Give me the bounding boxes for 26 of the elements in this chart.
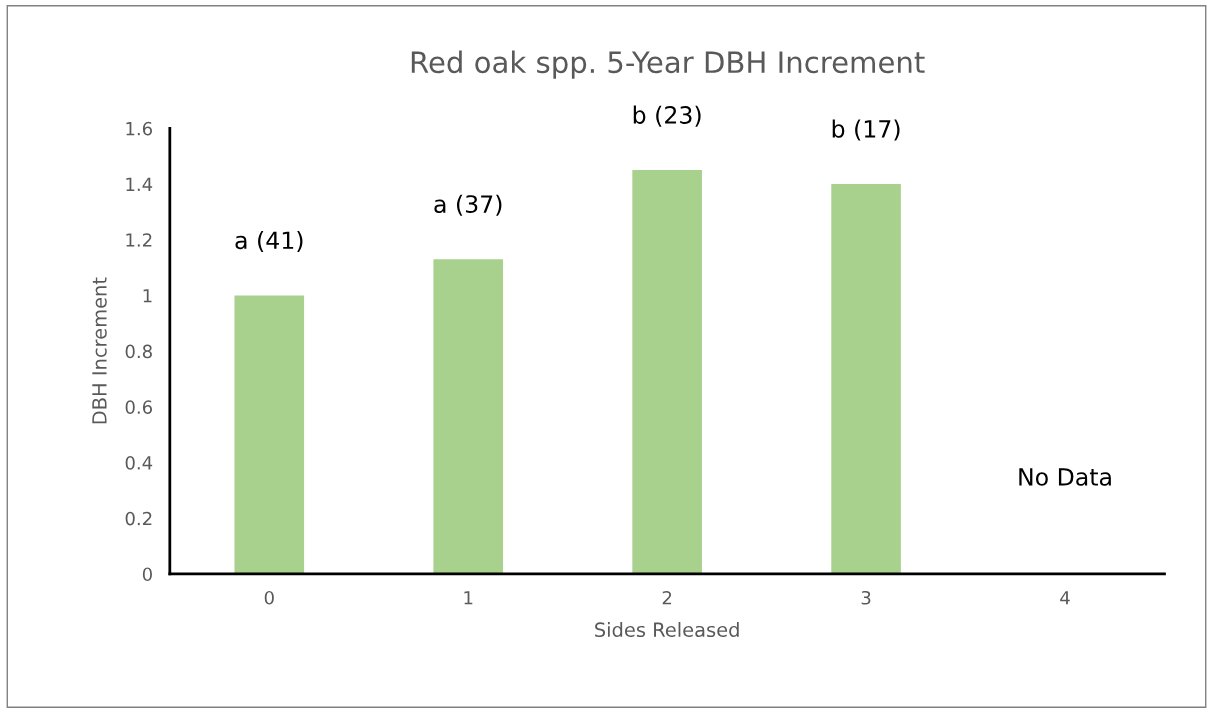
annotation: a (37) [434, 194, 502, 216]
y-tick-label: 1.2 [126, 233, 152, 247]
y-tick-label: 0.2 [125, 511, 152, 526]
chart-title: Red oak spp. 5-Year DBH Increment [411, 50, 925, 79]
y-tick-label: 1.6 [126, 121, 153, 136]
text: b (23) [633, 105, 701, 127]
annotation: a (41) [235, 230, 303, 252]
bar [632, 170, 702, 574]
x-axis-title: Sides Released [595, 621, 739, 638]
x-tick-label: 3 [861, 590, 871, 605]
y-tick-label: 1.4 [126, 177, 153, 191]
y-tick-label: 0.6 [125, 400, 153, 414]
y-axis-title: DBH Increment [92, 277, 107, 424]
x-tick-label: 1 [464, 591, 473, 605]
annotation: b (17) [832, 119, 900, 141]
x-tick-label: 0 [264, 590, 274, 605]
y-tick-label: 0 [142, 567, 152, 582]
x-tick-label: 2 [662, 590, 672, 605]
x-tick-label: 4 [1060, 591, 1070, 605]
bar [234, 295, 305, 574]
bar [831, 184, 901, 574]
bar [433, 259, 504, 574]
y-tick-label: 0.4 [125, 456, 153, 470]
y-tick-label: 1 [143, 289, 152, 303]
annotation: No Data [1019, 468, 1111, 486]
y-tick-label: 0.8 [125, 344, 152, 359]
